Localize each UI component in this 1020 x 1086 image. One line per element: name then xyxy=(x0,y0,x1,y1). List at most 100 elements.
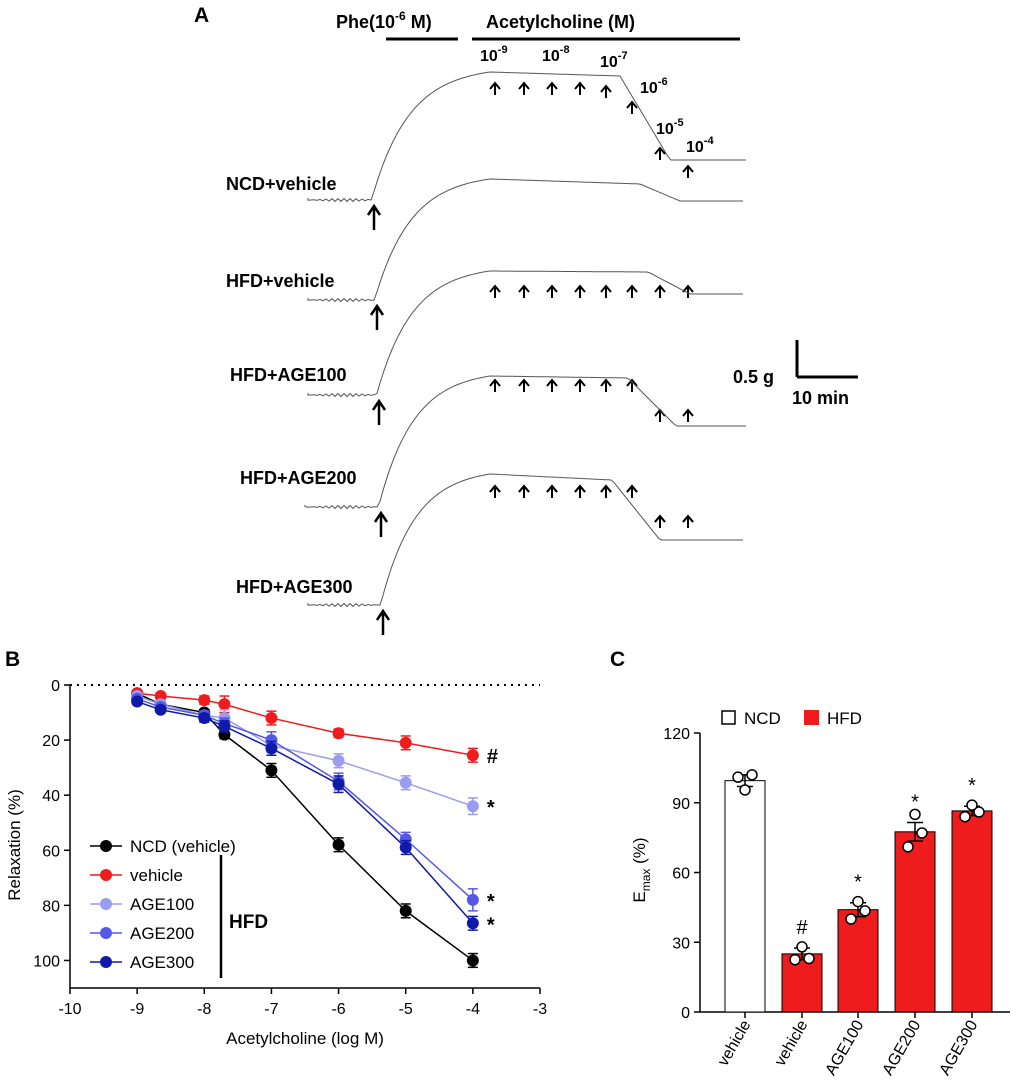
dose-label: 10-5 xyxy=(656,117,684,138)
trace-4 xyxy=(307,473,743,608)
group-label-hfd-age200: HFD+AGE200 xyxy=(240,468,357,488)
c-bar-4 xyxy=(951,810,993,1013)
phe-arrowhead xyxy=(375,608,391,621)
b-x-tick-label: -9 xyxy=(130,1001,144,1018)
dose-base: 10 xyxy=(542,48,560,65)
ach-arrowhead xyxy=(600,378,612,387)
ach-arrowhead xyxy=(682,408,694,417)
b-significance-age200: * xyxy=(487,891,495,913)
dose-label: 10-6 xyxy=(640,76,668,97)
b-significance-age100: * xyxy=(487,797,495,819)
hfd-group-label: HFD xyxy=(229,912,268,933)
b-y-tick-label: 0 xyxy=(51,678,60,695)
ach-arrowhead xyxy=(518,81,530,90)
c-x-tick-label: AGE200 xyxy=(879,1017,924,1078)
b-significance-age300: * xyxy=(487,914,495,936)
c-data-point xyxy=(973,806,985,818)
b-point-ncd xyxy=(466,954,479,967)
b-legend: NCD (vehicle) vehicle AGE100 AGE200 AGE300 xyxy=(90,837,236,972)
group-label-ncd-vehicle: NCD+vehicle xyxy=(226,174,337,194)
b-point-age200 xyxy=(399,833,412,846)
ach-arrowhead xyxy=(546,378,558,387)
traces xyxy=(304,71,746,635)
ach-arrowhead xyxy=(654,146,666,155)
b-y-tick-label: 80 xyxy=(42,898,60,915)
ach-arrowhead xyxy=(626,284,638,293)
ach-arrowhead xyxy=(574,284,586,293)
c-data-point xyxy=(803,952,815,965)
panel-b-label: B xyxy=(5,648,20,671)
ach-arrowhead xyxy=(546,81,558,90)
c-y-tick-label: 30 xyxy=(672,935,690,952)
c-significance: * xyxy=(968,775,976,797)
b-y-tick-label: 20 xyxy=(42,733,60,750)
b-point-vehicle xyxy=(466,749,479,762)
b-point-age300 xyxy=(399,841,412,854)
b-y-tick-label: 60 xyxy=(42,843,60,860)
dose-labels: 10-9 10-810-710-610-510-4 xyxy=(480,44,714,156)
legend-label-ncd: NCD xyxy=(744,709,781,728)
dose-exponent: -9 xyxy=(498,44,508,56)
c-y-tick-label: 90 xyxy=(672,796,690,813)
trace-1 xyxy=(307,178,743,303)
c-data-point xyxy=(852,895,864,908)
b-series-line-ncd xyxy=(136,692,474,962)
dose-base: 10 xyxy=(686,139,704,156)
b-x-axis-title: Acetylcholine (log M) xyxy=(226,1029,384,1048)
dose-base: 10 xyxy=(656,121,674,138)
dose-exponent: -7 xyxy=(618,50,628,62)
ach-arrowhead xyxy=(546,284,558,293)
b-legend-label-age300: AGE300 xyxy=(130,953,194,972)
trace-3 xyxy=(304,375,746,510)
ach-arrowhead xyxy=(600,84,612,93)
c-y-tick-label: 0 xyxy=(681,1005,690,1022)
phe-arrowhead xyxy=(371,398,387,411)
ach-arrowhead xyxy=(518,378,530,387)
panel-a-label: A xyxy=(194,4,209,27)
panel-c: C 0 30 60 90 120 vehicle # vehicle * AGE100 * AGE2… xyxy=(610,648,1010,1078)
c-data-point xyxy=(739,784,751,796)
dose-base: 10 xyxy=(480,48,498,65)
c-bar-2 xyxy=(837,909,879,1013)
ach-arrowhead xyxy=(489,81,501,90)
group-label-hfd-vehicle: HFD+vehicle xyxy=(226,271,335,291)
trace-2 xyxy=(307,270,743,398)
dose-label: 10-4 xyxy=(686,135,714,156)
group-label-hfd-age100: HFD+AGE100 xyxy=(230,365,347,385)
b-point-age300 xyxy=(332,778,345,791)
b-point-age100 xyxy=(332,754,345,767)
ach-arrowhead xyxy=(518,284,530,293)
b-point-age300 xyxy=(154,703,167,716)
scale-time-label: 10 min xyxy=(792,388,849,408)
b-point-vehicle xyxy=(198,694,211,707)
c-significance: * xyxy=(854,872,862,894)
b-point-age300 xyxy=(265,742,278,755)
b-x-tick-label: -10 xyxy=(58,1001,81,1018)
b-point-vehicle xyxy=(399,736,412,749)
dose-exponent: -8 xyxy=(560,44,570,56)
ach-arrowhead xyxy=(654,514,666,523)
group-label-hfd-age300: HFD+AGE300 xyxy=(236,577,353,597)
b-series: #*** xyxy=(131,687,498,969)
ach-arrowhead xyxy=(574,81,586,90)
dose-base: 10 xyxy=(640,80,658,97)
dose-label: 10-8 xyxy=(542,44,570,65)
ach-arrowhead xyxy=(489,484,501,493)
c-data-point xyxy=(902,841,914,853)
b-legend-label-vehicle: vehicle xyxy=(130,866,183,885)
b-point-age300 xyxy=(218,720,231,733)
b-significance-vehicle: # xyxy=(487,746,498,768)
ach-arrowhead xyxy=(682,164,694,173)
b-legend-marker-age200 xyxy=(100,927,112,939)
c-y-axis-title: Emax (%) xyxy=(630,837,653,902)
b-x-tick-label: -4 xyxy=(466,1001,480,1018)
c-bar-3 xyxy=(894,831,936,1013)
c-data-point xyxy=(732,771,744,783)
b-point-vehicle xyxy=(218,698,231,711)
phe-arrowhead xyxy=(366,203,382,216)
b-legend-marker-vehicle xyxy=(100,869,112,881)
dose-exponent: -6 xyxy=(658,76,668,88)
b-legend-marker-ncd xyxy=(100,840,112,852)
c-bar-0 xyxy=(724,780,766,1013)
